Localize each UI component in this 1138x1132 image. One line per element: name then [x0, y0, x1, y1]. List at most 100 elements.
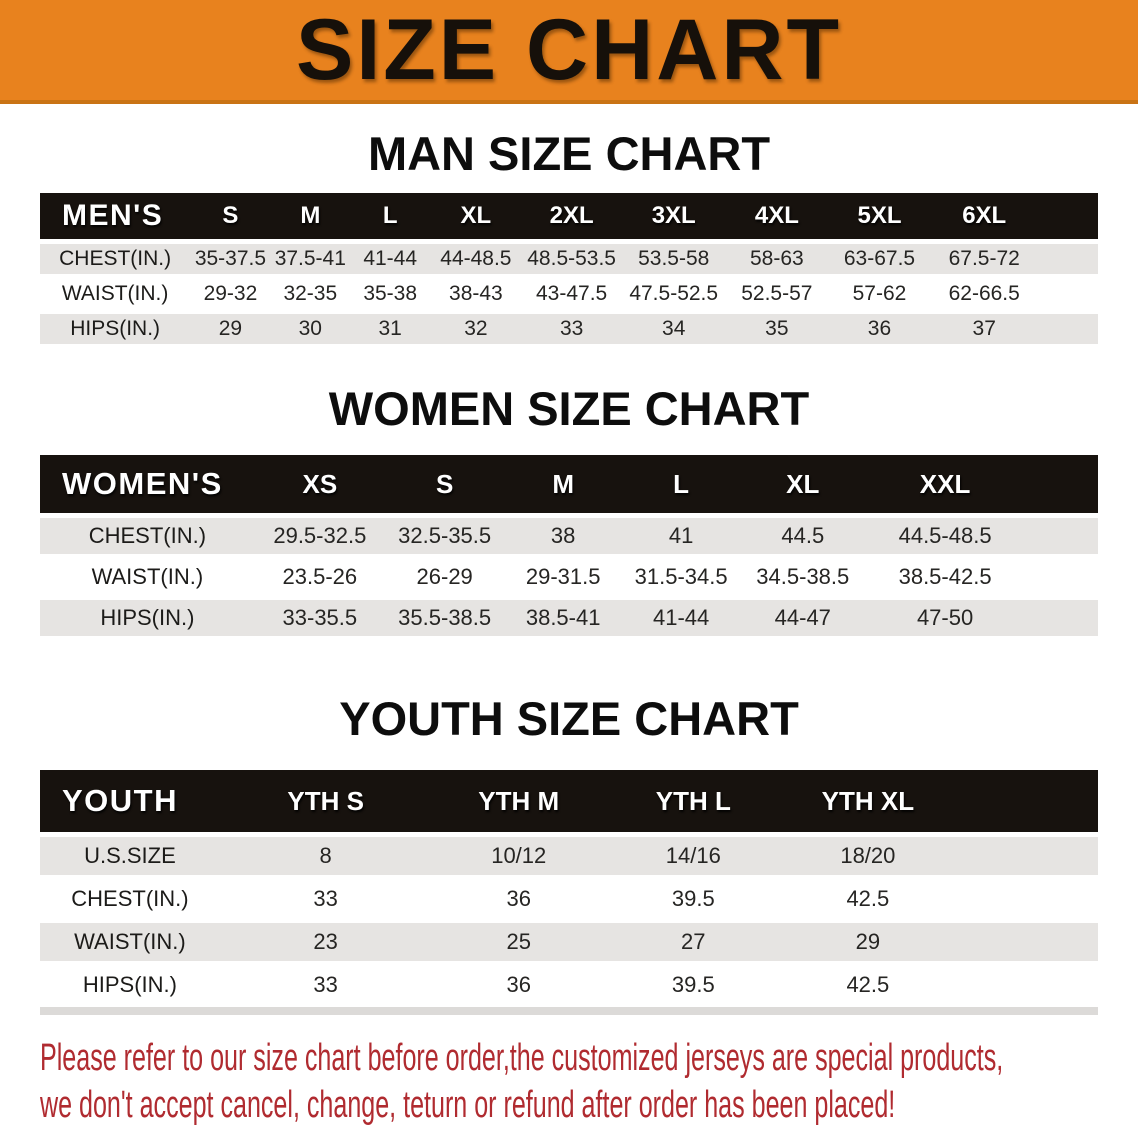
- banner-title: SIZE CHART: [296, 2, 842, 98]
- size-value-cell: 23: [219, 923, 432, 961]
- size-value-cell: 48.5-53.5: [521, 244, 622, 274]
- size-value-cell: 29-31.5: [504, 559, 622, 595]
- size-column-header: XL: [430, 193, 522, 239]
- size-column-header: M: [270, 193, 350, 239]
- men-size-table-section: MEN'S S M L XL 2XL 3XL 4XL 5XL 6XL CHEST(IN.) 35-37…: [40, 188, 1098, 349]
- banner: SIZE CHART: [0, 0, 1138, 104]
- size-value-cell: 33-35.5: [254, 600, 385, 636]
- row-label: HIPS(IN.): [40, 314, 191, 344]
- size-table-title: WOMEN'S: [40, 455, 255, 513]
- size-table-header-row: MEN'S S M L XL 2XL 3XL 4XL 5XL 6XL: [40, 193, 1098, 239]
- size-value-cell: 33: [219, 966, 432, 1004]
- size-column-header: 3XL: [621, 193, 726, 239]
- women-size-table: WOMEN'S XS S M L XL XXL CHEST(IN.) 29.5-32.5 32.5…: [40, 450, 1098, 641]
- size-column-header: 5XL: [828, 193, 931, 239]
- size-column-header: M: [504, 455, 622, 513]
- size-value-cell: 14/16: [606, 837, 781, 875]
- size-value-cell: 47-50: [865, 600, 1025, 636]
- size-value-cell: 27: [606, 923, 781, 961]
- size-table-header-row: YOUTH YTH S YTH M YTH L YTH XL: [40, 770, 1098, 832]
- size-value-cell: 33: [219, 880, 432, 918]
- size-column-header: 6XL: [930, 193, 1038, 239]
- size-column-header: S: [190, 193, 271, 239]
- youth-size-table: YOUTH YTH S YTH M YTH L YTH XL U.S.SIZE 8 10/12…: [40, 765, 1098, 1009]
- size-value-cell: 34: [621, 314, 726, 344]
- size-value-cell: 37.5-41: [270, 244, 350, 274]
- men-section-heading: MAN SIZE CHART: [367, 127, 771, 180]
- spacer-cell: [955, 966, 1098, 1004]
- size-table-title: MEN'S: [40, 193, 191, 239]
- size-column-header: L: [621, 455, 741, 513]
- size-table-row: U.S.SIZE 8 10/12 14/16 18/20: [40, 837, 1098, 875]
- row-label: WAIST(IN.): [40, 279, 191, 309]
- size-value-cell: 41: [621, 518, 741, 554]
- size-table-row: CHEST(IN.) 29.5-32.5 32.5-35.5 38 41 44.5 44.5…: [40, 518, 1098, 554]
- size-value-cell: 62-66.5: [930, 279, 1038, 309]
- size-value-cell: 53.5-58: [621, 244, 726, 274]
- size-value-cell: 18/20: [780, 837, 956, 875]
- row-label: CHEST(IN.): [40, 518, 255, 554]
- size-value-cell: 39.5: [606, 880, 781, 918]
- size-table-row: WAIST(IN.) 23.5-26 26-29 29-31.5 31.5-34.5 34…: [40, 559, 1098, 595]
- size-value-cell: 41-44: [349, 244, 431, 274]
- size-value-cell: 58-63: [725, 244, 829, 274]
- size-value-cell: 44.5: [740, 518, 866, 554]
- size-value-cell: 26-29: [384, 559, 505, 595]
- size-value-cell: 34.5-38.5: [740, 559, 866, 595]
- size-value-cell: 39.5: [606, 966, 781, 1004]
- size-column-header: YTH L: [606, 770, 781, 832]
- spacer-cell: [1037, 193, 1098, 239]
- size-value-cell: 52.5-57: [725, 279, 829, 309]
- men-size-table: MEN'S S M L XL 2XL 3XL 4XL 5XL 6XL CHEST(IN.) 35-37…: [40, 188, 1098, 349]
- women-section-heading: WOMEN SIZE CHART: [328, 382, 810, 435]
- size-column-header: 4XL: [725, 193, 829, 239]
- row-label: HIPS(IN.): [40, 966, 220, 1004]
- row-label: U.S.SIZE: [40, 837, 220, 875]
- size-value-cell: 32-35: [270, 279, 350, 309]
- size-value-cell: 8: [219, 837, 432, 875]
- spacer-cell: [955, 923, 1098, 961]
- size-value-cell: 25: [431, 923, 607, 961]
- size-value-cell: 42.5: [780, 880, 956, 918]
- size-value-cell: 57-62: [828, 279, 931, 309]
- size-column-header: S: [384, 455, 505, 513]
- size-value-cell: 30: [270, 314, 350, 344]
- size-value-cell: 31.5-34.5: [621, 559, 741, 595]
- size-value-cell: 29-32: [190, 279, 271, 309]
- size-value-cell: 33: [521, 314, 622, 344]
- size-value-cell: 43-47.5: [521, 279, 622, 309]
- row-label: WAIST(IN.): [40, 559, 255, 595]
- size-table-row: CHEST(IN.) 33 36 39.5 42.5: [40, 880, 1098, 918]
- size-column-header: YTH M: [431, 770, 607, 832]
- spacer-cell: [1024, 518, 1098, 554]
- size-column-header: 2XL: [521, 193, 622, 239]
- size-value-cell: 38: [504, 518, 622, 554]
- size-value-cell: 35-38: [349, 279, 431, 309]
- size-column-header: XL: [740, 455, 866, 513]
- youth-size-table-section: YOUTH YTH S YTH M YTH L YTH XL U.S.SIZE 8 10/12…: [40, 765, 1098, 1015]
- row-label: WAIST(IN.): [40, 923, 220, 961]
- size-value-cell: 38.5-42.5: [865, 559, 1025, 595]
- size-value-cell: 38.5-41: [504, 600, 622, 636]
- size-value-cell: 29: [780, 923, 956, 961]
- size-value-cell: 36: [828, 314, 931, 344]
- spacer-cell: [1024, 600, 1098, 636]
- youth-section-heading: YOUTH SIZE CHART: [339, 692, 799, 745]
- size-column-header: L: [349, 193, 431, 239]
- spacer-cell: [1037, 314, 1098, 344]
- size-value-cell: 31: [349, 314, 431, 344]
- footer-line-2: we don't accept cancel, change, teturn o…: [40, 1084, 896, 1126]
- spacer-cell: [1037, 244, 1098, 274]
- size-value-cell: 32: [430, 314, 522, 344]
- size-value-cell: 35: [725, 314, 829, 344]
- size-value-cell: 35-37.5: [190, 244, 271, 274]
- size-column-header: XS: [254, 455, 385, 513]
- footer-note: Please refer to our size chart before or…: [40, 1035, 1138, 1129]
- size-value-cell: 42.5: [780, 966, 956, 1004]
- size-table-title: YOUTH: [40, 770, 220, 832]
- size-value-cell: 41-44: [621, 600, 741, 636]
- size-table-row: HIPS(IN.) 33-35.5 35.5-38.5 38.5-41 41-44 44-…: [40, 600, 1098, 636]
- size-value-cell: 44-47: [740, 600, 866, 636]
- size-value-cell: 44.5-48.5: [865, 518, 1025, 554]
- size-column-header: YTH XL: [780, 770, 956, 832]
